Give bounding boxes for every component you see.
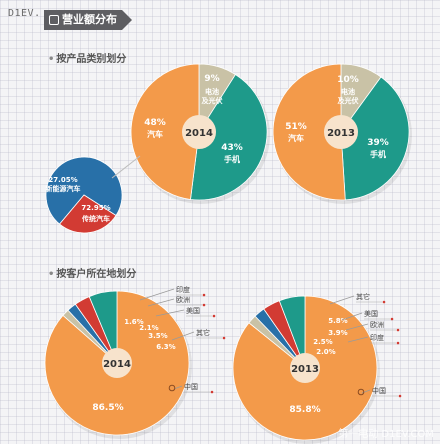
region-name-label: 欧洲 bbox=[176, 295, 190, 304]
slice-value-label: 43% bbox=[221, 143, 243, 153]
region-name-label: 中国 bbox=[184, 382, 198, 391]
pie-slice-3-4 bbox=[88, 290, 118, 364]
callout-line bbox=[173, 385, 183, 390]
callout-line bbox=[329, 295, 355, 305]
connector-line bbox=[111, 155, 141, 179]
pie-slice-0-2 bbox=[130, 63, 200, 200]
callout-line bbox=[171, 331, 195, 341]
watermark-bottom: 第一电动 D1EV.COM bbox=[338, 429, 434, 440]
callout-dot bbox=[210, 390, 214, 394]
pie-slice-2-1 bbox=[59, 194, 117, 234]
pie-center bbox=[290, 353, 320, 383]
section-title-product: 按产品类别划分 bbox=[48, 50, 126, 65]
callout-dot bbox=[212, 314, 216, 318]
slice-name-label: 电池 bbox=[341, 87, 355, 96]
region-name-label: 其它 bbox=[196, 328, 210, 337]
callout-dot bbox=[202, 303, 206, 307]
slice-name-label: 汽车 bbox=[147, 129, 163, 139]
pie-slice-0-1 bbox=[190, 74, 268, 201]
slice-value-label: 6.3% bbox=[156, 343, 175, 351]
slice-value-label: 3.5% bbox=[148, 332, 167, 340]
callout-line bbox=[155, 309, 185, 317]
pie-slice-1-1 bbox=[340, 76, 410, 201]
callout-dot bbox=[222, 336, 226, 340]
slice-value-label: 39% bbox=[367, 138, 389, 148]
callout-dot bbox=[390, 317, 394, 321]
slice-name-label: 传统汽车 bbox=[81, 214, 110, 223]
callout-line bbox=[139, 288, 175, 301]
callout-dot bbox=[382, 300, 386, 304]
pie-year-label: 2013 bbox=[291, 364, 319, 375]
pie-slice-2-0 bbox=[45, 156, 123, 225]
region-name-label: 美国 bbox=[186, 306, 200, 315]
slice-value-label: 1.6% bbox=[124, 318, 143, 326]
slice-value-label: 2.0% bbox=[316, 348, 335, 356]
region-name-label: 美国 bbox=[364, 309, 378, 318]
callout-line bbox=[347, 336, 369, 343]
pie-center bbox=[324, 115, 358, 149]
slice-value-label: 10% bbox=[337, 75, 359, 85]
pie-year-label: 2014 bbox=[185, 128, 213, 139]
china-marker bbox=[168, 384, 176, 392]
slice-name-label: 新能源汽车 bbox=[46, 184, 81, 193]
pie-slice-1-2 bbox=[272, 63, 346, 201]
callout-dot bbox=[398, 394, 402, 398]
pie-year-label: 2013 bbox=[327, 128, 355, 139]
slice-value-label: 9% bbox=[204, 74, 219, 84]
slice-value-label: 27.05% bbox=[48, 176, 77, 184]
slice-name-label: 电池 bbox=[205, 87, 219, 96]
callout-line bbox=[341, 312, 363, 321]
watermark-top: D1EV. bbox=[8, 8, 41, 19]
callout-line bbox=[147, 298, 175, 307]
region-name-label: 欧洲 bbox=[370, 320, 384, 329]
slice-value-label: 48% bbox=[144, 118, 166, 128]
slice-value-label: 51% bbox=[285, 122, 307, 132]
pie-center bbox=[182, 115, 216, 149]
callout-line bbox=[345, 323, 369, 331]
slice-name-label: 手机 bbox=[224, 154, 240, 164]
slice-value-label: 85.8% bbox=[289, 405, 320, 415]
slice-name-label: 及光伏 bbox=[202, 96, 223, 105]
pie-year-label: 2014 bbox=[103, 359, 131, 370]
slice-name-label: 及光伏 bbox=[338, 96, 359, 105]
callout-dot bbox=[396, 328, 400, 332]
slice-value-label: 72.95% bbox=[81, 204, 110, 212]
region-name-label: 中国 bbox=[372, 386, 386, 395]
pie-center bbox=[102, 348, 132, 378]
section-title-region: 按客户所在地划分 bbox=[48, 265, 136, 280]
section-banner: 营业额分布 bbox=[44, 10, 132, 30]
slice-name-label: 汽车 bbox=[288, 133, 304, 143]
slice-value-label: 2.1% bbox=[139, 324, 158, 332]
slice-value-label: 86.5% bbox=[92, 403, 123, 413]
region-name-label: 印度 bbox=[370, 333, 384, 342]
slice-name-label: 手机 bbox=[370, 149, 386, 159]
slice-value-label: 3.9% bbox=[328, 329, 347, 337]
region-name-label: 其它 bbox=[356, 292, 370, 301]
pie-slice-4-4 bbox=[278, 295, 306, 369]
slice-value-label: 5.8% bbox=[328, 317, 347, 325]
china-marker bbox=[357, 388, 365, 396]
region-name-label: 印度 bbox=[176, 285, 190, 294]
slice-value-label: 2.5% bbox=[313, 338, 332, 346]
callout-dot bbox=[202, 293, 206, 297]
callout-dot bbox=[396, 341, 400, 345]
